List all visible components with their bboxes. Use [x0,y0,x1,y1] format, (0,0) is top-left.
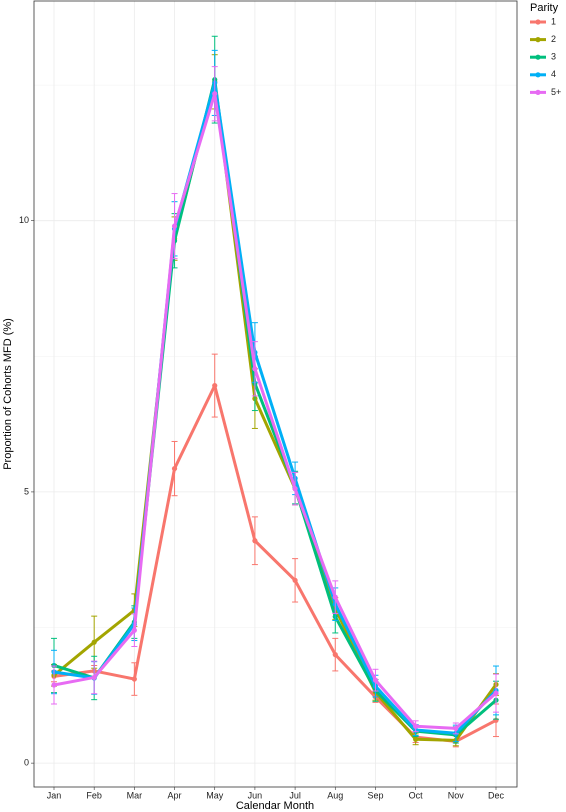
point [292,577,298,583]
legend-key-point [535,37,541,43]
y-axis-title: Proportion of Cohorts MFD (%) [2,318,14,470]
point [131,676,137,682]
point [91,639,97,645]
point [292,486,298,492]
x-tick-label: Jan [47,790,62,800]
series [51,66,499,735]
point [493,690,499,696]
x-tick-label: Apr [168,790,182,800]
legend-label: 1 [551,16,556,26]
point [453,725,459,732]
legend-label: 2 [551,34,556,44]
point [91,674,97,681]
x-tick-label: Sep [367,790,383,800]
x-tick-label: Feb [86,790,102,800]
point [413,736,419,742]
point [413,723,419,729]
point [332,594,338,600]
legend-label: 4 [551,69,556,79]
point [252,366,258,372]
point [171,223,178,229]
x-tick-label: Aug [327,790,343,800]
x-tick-label: Oct [409,790,424,800]
x-tick-label: Nov [448,790,465,800]
legend-label: 3 [551,52,556,62]
point [332,652,338,658]
x-tick-label: Jul [289,790,301,800]
series-line [53,81,498,735]
series-line [53,384,497,743]
point [372,677,379,683]
legend-title: Parity [530,2,559,14]
x-tick-label: Mar [127,790,143,800]
point [212,91,218,97]
point [252,538,258,544]
legend-key-point [535,89,541,95]
y-tick-label: 5 [24,486,29,496]
point [131,627,137,633]
legend-key-point [535,19,541,25]
x-tick-label: May [206,790,224,800]
legend-key-point [535,72,541,78]
point [171,465,178,472]
legend-label: 5+ [551,87,561,97]
point [51,682,57,688]
y-tick-label: 0 [24,758,29,768]
x-tick-label: Jun [248,790,263,800]
plot-background [34,1,517,787]
x-axis-title: Calendar Month [236,800,314,812]
series-line [53,80,498,742]
plot-border [33,0,518,788]
series-line [53,92,497,730]
legend-key-point [535,54,541,60]
x-tick-label: Dec [488,790,505,800]
point [212,382,218,389]
y-tick-label: 10 [19,215,29,225]
